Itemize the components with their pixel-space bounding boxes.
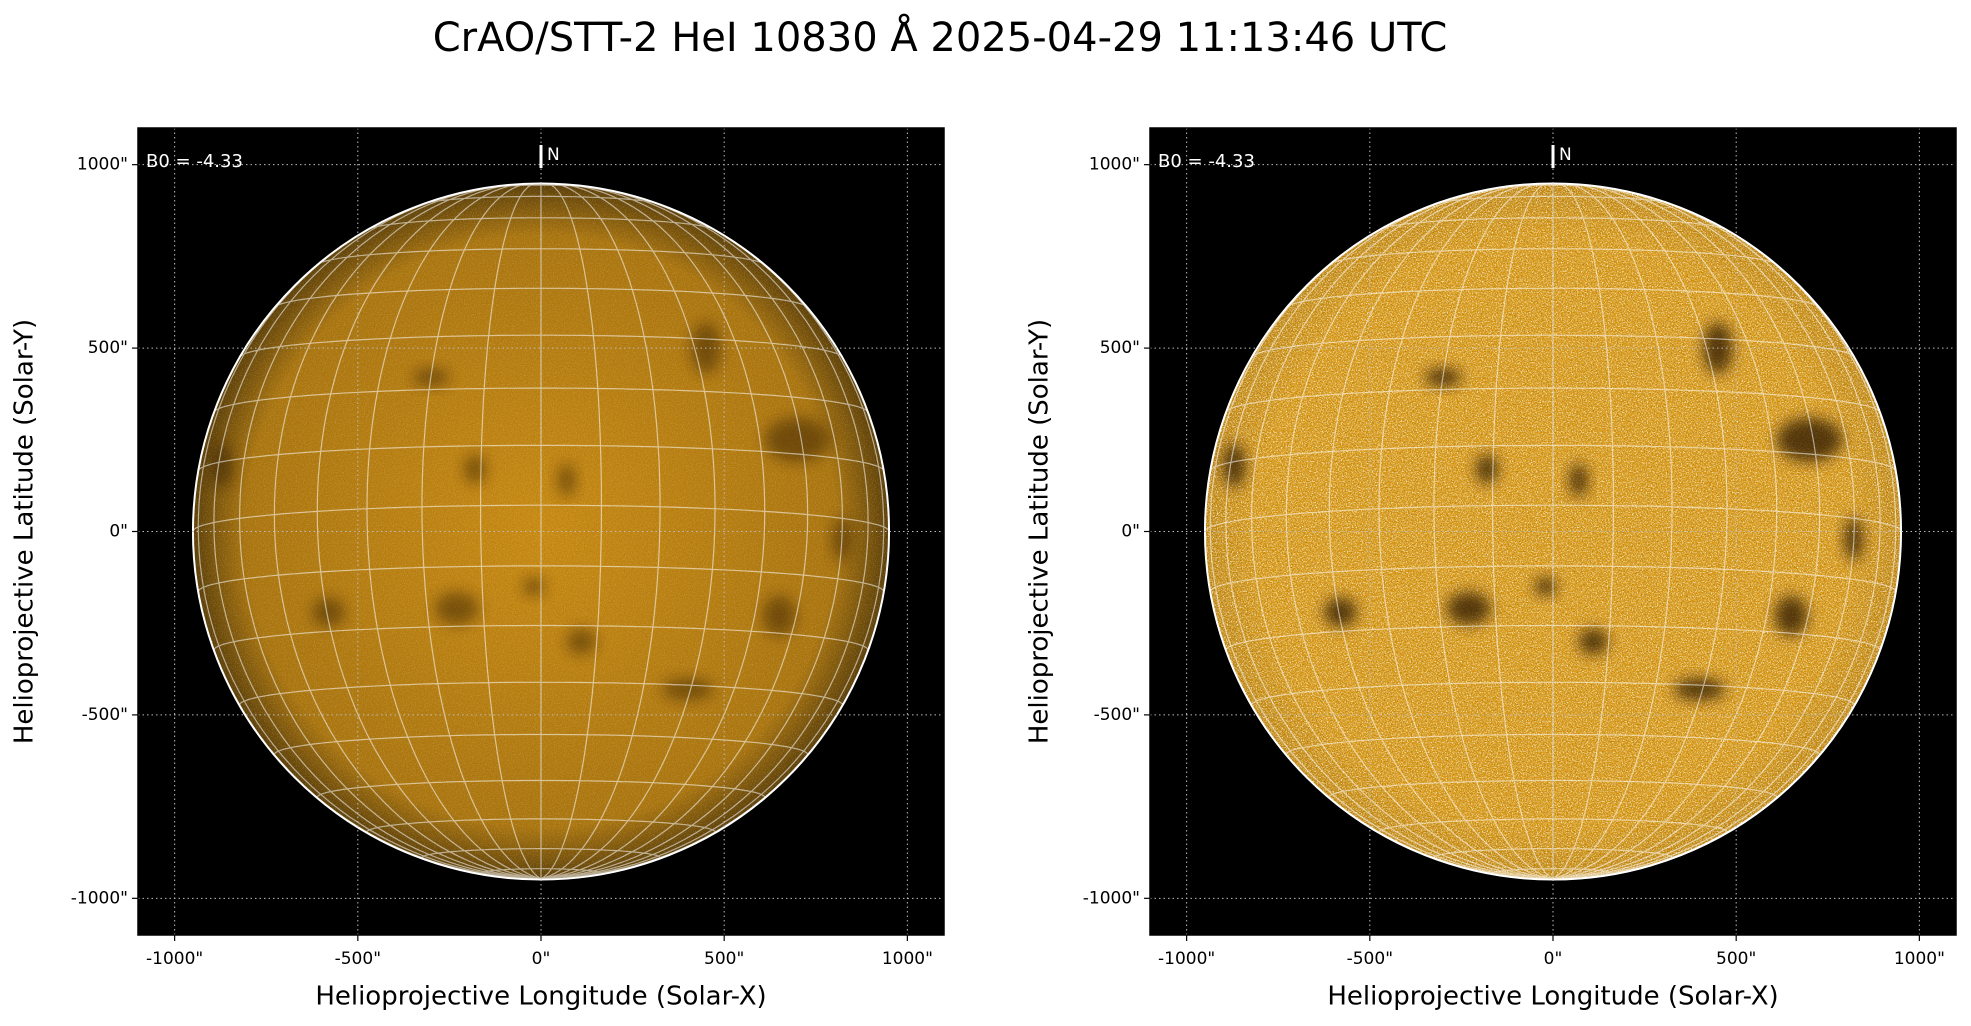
- dark-filament: [1324, 597, 1357, 627]
- dark-filament: [1476, 454, 1499, 484]
- figure-title: CrAO/STT-2 HeI 10830 Å 2025-04-29 11:13:…: [433, 13, 1448, 61]
- x-tick-label: 1000": [1894, 949, 1945, 969]
- y-axis-label: Helioprojective Latitude (Solar-Y): [10, 319, 40, 744]
- y-tick-label: 500": [88, 338, 128, 358]
- dark-filament: [1534, 577, 1557, 596]
- x-tick-label: -1000": [146, 949, 203, 969]
- y-tick-label: -500": [1094, 705, 1140, 725]
- dark-filament: [312, 597, 345, 627]
- x-tick-label: 0": [532, 949, 551, 969]
- x-tick-label: 0": [1544, 949, 1563, 969]
- dark-filament: [1673, 678, 1726, 701]
- dark-filament: [1446, 592, 1491, 626]
- dark-filament: [762, 595, 796, 637]
- axes-frame: [1149, 127, 1957, 936]
- x-tick-label: 1000": [882, 949, 933, 969]
- y-axis-label: Helioprojective Latitude (Solar-Y): [1025, 319, 1055, 744]
- dark-filament: [1578, 628, 1608, 655]
- x-tick-label: 500": [704, 949, 744, 969]
- dark-filament: [211, 443, 234, 488]
- north-label: N: [1559, 145, 1572, 165]
- x-tick-label: -500": [335, 949, 381, 969]
- x-tick-label: -500": [1347, 949, 1393, 969]
- y-tick-label: 0": [109, 522, 128, 542]
- y-tick-label: 1000": [1089, 155, 1140, 175]
- y-tick-label: 0": [1121, 522, 1140, 542]
- dark-filament: [566, 628, 596, 655]
- north-label: N: [547, 145, 560, 165]
- x-tick-label: -1000": [1158, 949, 1215, 969]
- dark-filament: [1569, 463, 1588, 497]
- axes-frame: [137, 127, 945, 936]
- b0-annotation: B0 = -4.33: [146, 151, 243, 172]
- y-tick-label: 500": [1100, 338, 1140, 358]
- y-tick-label: -1000": [71, 888, 128, 908]
- x-axis-label: Helioprojective Longitude (Solar-X): [1327, 982, 1778, 1012]
- dark-filament: [434, 592, 479, 626]
- dark-filament: [1776, 417, 1843, 462]
- y-tick-label: -1000": [1083, 888, 1140, 908]
- dark-filament: [1774, 595, 1808, 637]
- x-axis-label: Helioprojective Longitude (Solar-X): [315, 982, 766, 1012]
- x-tick-label: 500": [1716, 949, 1756, 969]
- dark-filament: [764, 417, 831, 462]
- dark-filament: [464, 454, 487, 484]
- dark-filament: [661, 678, 714, 701]
- y-tick-label: -500": [82, 705, 128, 725]
- dark-filament: [557, 463, 576, 497]
- b0-annotation: B0 = -4.33: [1158, 151, 1255, 172]
- dark-filament: [1223, 443, 1246, 488]
- y-tick-label: 1000": [77, 155, 128, 175]
- dark-filament: [522, 577, 545, 596]
